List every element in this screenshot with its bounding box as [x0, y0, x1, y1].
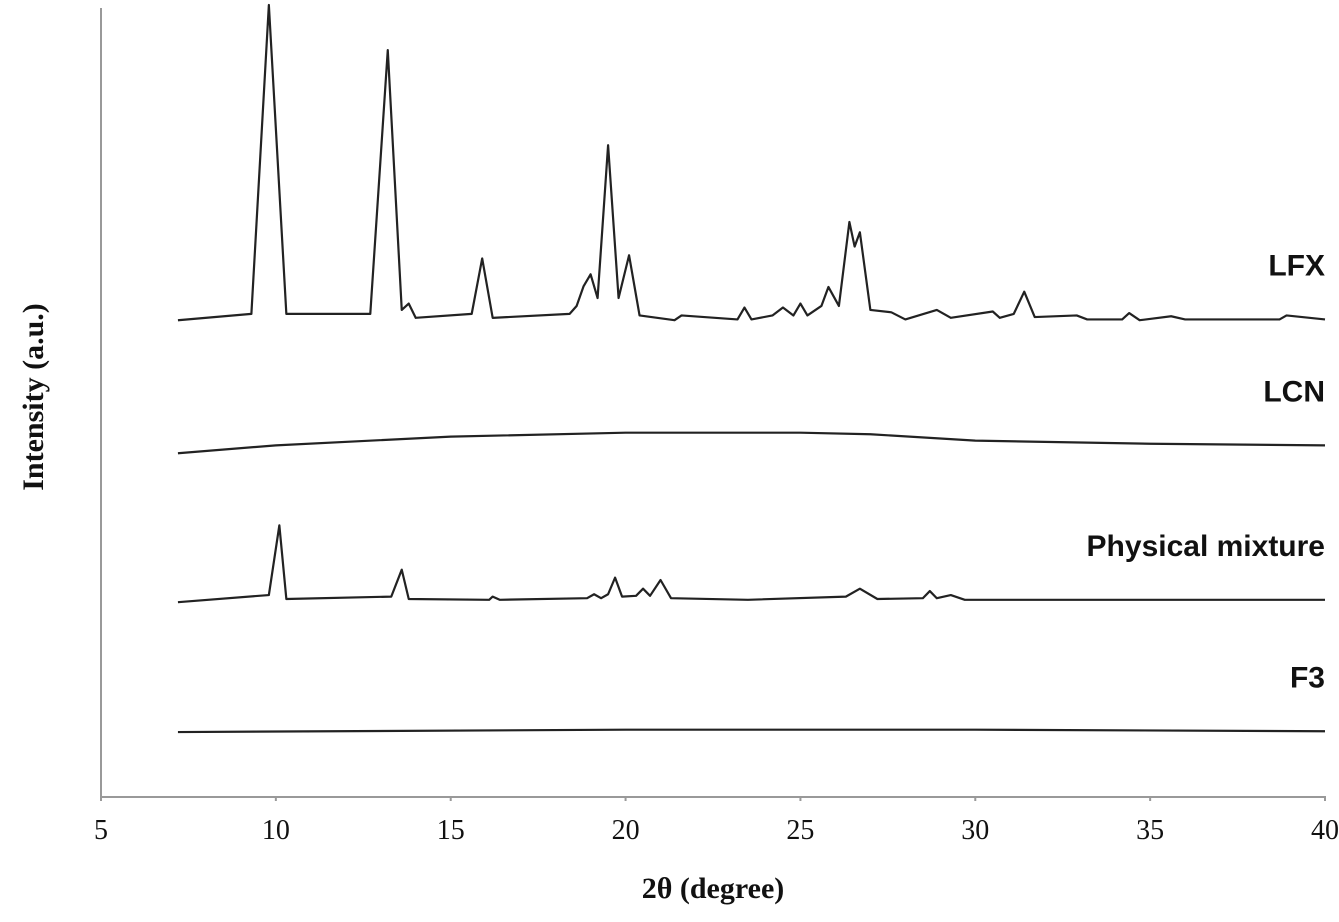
xrd-trace [177, 524, 1325, 604]
x-tick-label: 15 [437, 815, 465, 846]
series-label: LFX [1268, 249, 1325, 282]
series-label: F3 [1290, 661, 1325, 694]
x-tick-label: 20 [612, 815, 640, 846]
x-tick-label: 30 [961, 815, 989, 846]
xrd-trace [177, 431, 1326, 455]
x-axis-title: 2θ (degree) [642, 872, 785, 905]
series-label: Physical mixture [1087, 530, 1325, 563]
series-label: LCN [1263, 375, 1325, 408]
x-tick-label: 25 [786, 815, 814, 846]
xrd-trace [177, 3, 1326, 322]
xrd-trace [177, 728, 1326, 734]
x-tick-label: 40 [1311, 815, 1339, 846]
x-tick-label: 10 [262, 815, 290, 846]
x-tick-label: 5 [94, 815, 108, 846]
x-tick-label: 35 [1136, 815, 1164, 846]
y-axis-title: Intensity (a.u.) [17, 303, 50, 491]
